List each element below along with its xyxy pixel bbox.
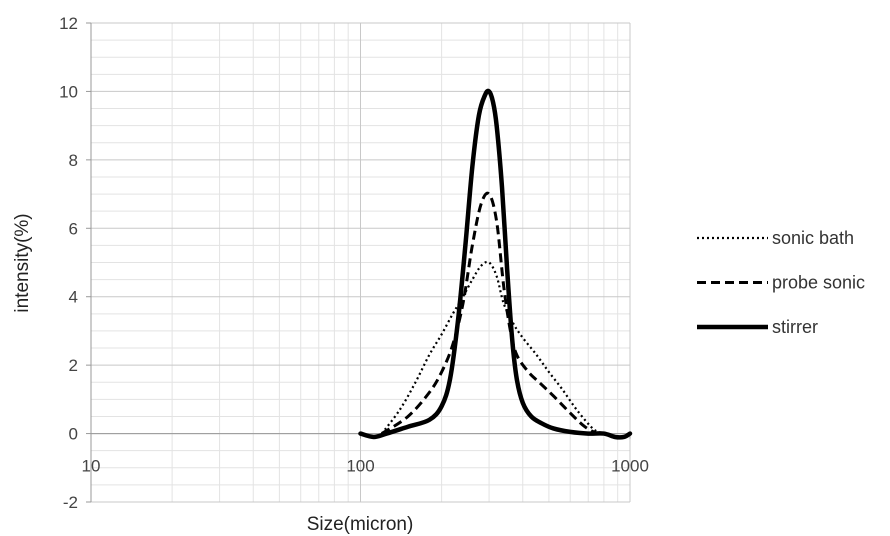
y-tick-label: 2 [69, 356, 78, 375]
series-line-stirrer [358, 88, 633, 440]
legend-label-probe-sonic: probe sonic [772, 273, 865, 293]
legend: sonic bath probe sonic stirrer [697, 228, 865, 337]
y-tick-label: 8 [69, 151, 78, 170]
y-tick-label: 6 [69, 219, 78, 238]
x-axis-label: Size(micron) [307, 514, 414, 535]
y-tick-label: 10 [59, 82, 78, 101]
legend-label-stirrer: stirrer [772, 317, 818, 337]
y-tick-label: -2 [63, 493, 78, 512]
y-tick-labels: -2 0 2 4 6 8 10 12 [59, 14, 78, 512]
y-tick-label: 0 [69, 425, 78, 444]
series-line-probe-sonic [381, 191, 607, 436]
y-tick-label: 12 [59, 14, 78, 33]
series-line-sonic-bath [380, 260, 605, 435]
series-lines [358, 88, 633, 440]
x-tick-label: 1000 [611, 457, 649, 476]
x-tick-label: 10 [82, 457, 101, 476]
x-tick-labels: 10 100 1000 [82, 457, 649, 476]
legend-label-sonic-bath: sonic bath [772, 228, 854, 248]
y-axis-label: intensity(%) [12, 213, 33, 312]
y-tick-label: 4 [69, 288, 78, 307]
x-tick-label: 100 [346, 457, 374, 476]
